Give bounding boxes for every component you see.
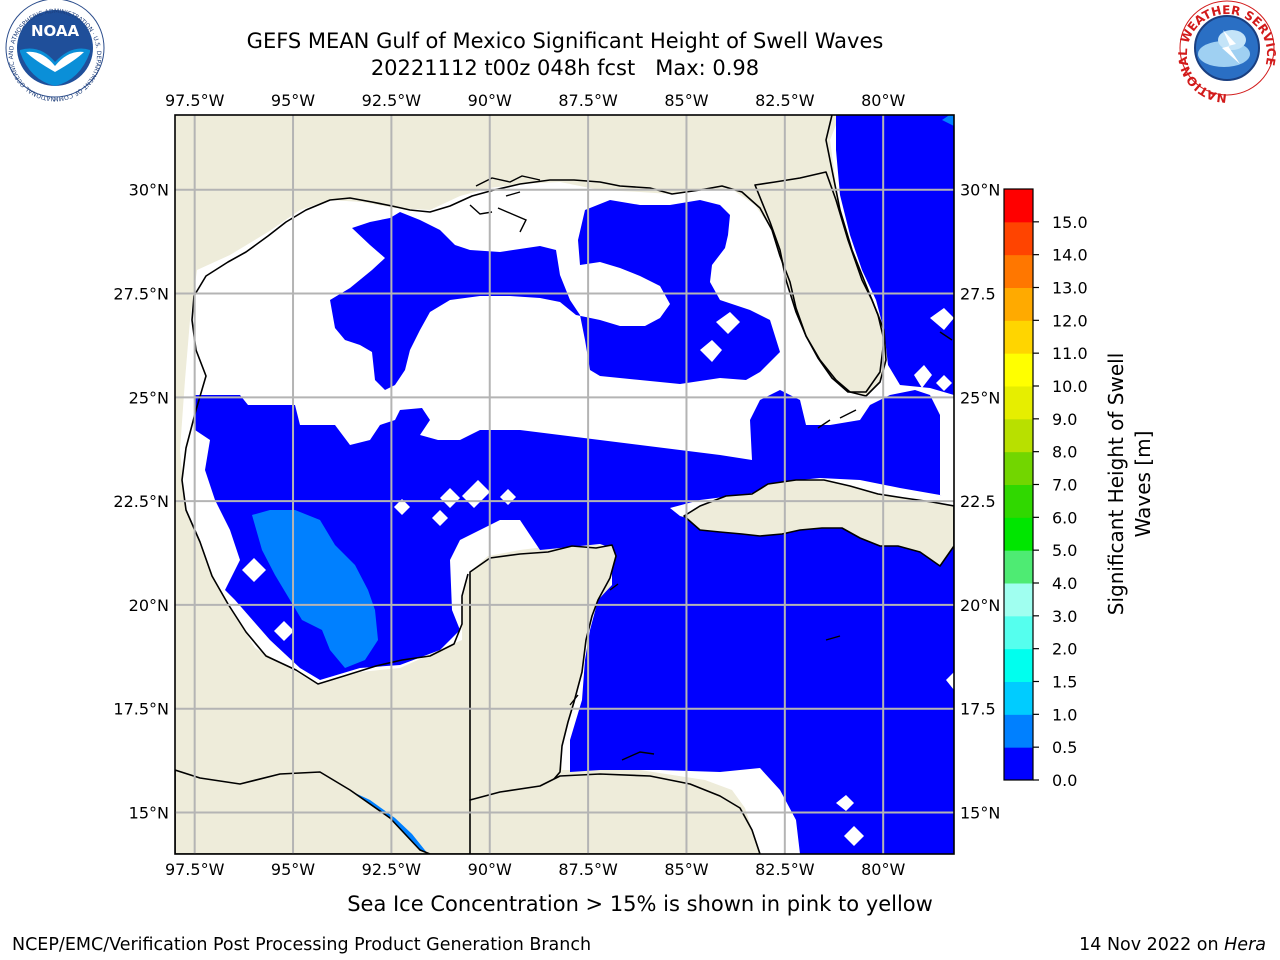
- longitude-tick-label: 97.5°W: [165, 91, 225, 110]
- latitude-tick-label: 25°N: [129, 388, 169, 407]
- longitude-tick-label: 87.5°W: [558, 860, 618, 879]
- latitude-tick-label: 17.5°N: [113, 700, 169, 719]
- colorbar-band: [1004, 254, 1033, 288]
- longitude-tick-label: 80°W: [861, 860, 905, 879]
- colorbar-tick-label: 5.0: [1052, 541, 1077, 560]
- longitude-tick-label: 82.5°W: [755, 860, 815, 879]
- latitude-tick-label: 20°N: [129, 596, 169, 615]
- chart-title: GEFS MEAN Gulf of Mexico Significant Hei…: [247, 29, 884, 53]
- colorbar-tick-label: 1.5: [1052, 673, 1077, 692]
- longitude-tick-label: 82.5°W: [755, 91, 815, 110]
- colorbar-label-line2: Waves [m]: [1131, 431, 1155, 538]
- colorbar-band: [1004, 386, 1033, 420]
- colorbar-band: [1004, 648, 1033, 682]
- longitude-tick-label: 85°W: [664, 860, 708, 879]
- colorbar-tick-label: 10.0: [1052, 377, 1088, 396]
- svg-text:NOAA: NOAA: [31, 22, 80, 40]
- longitude-tick-label: 97.5°W: [165, 860, 225, 879]
- colorbar-label-line1: Significant Height of Swell: [1104, 353, 1128, 615]
- latitude-tick-label: 25°N: [960, 388, 1000, 407]
- latitude-tick-label: 15°N: [129, 803, 169, 822]
- map-gridlines: [175, 115, 954, 854]
- latitude-tick-label: 20°N: [960, 596, 1000, 615]
- colorbar-band: [1004, 189, 1033, 223]
- colorbar-tick-label: 7.0: [1052, 476, 1077, 495]
- longitude-labels-top: 97.5°W 95°W 92.5°W 90°W 87.5°W 85°W 82.5°W 80°W: [165, 91, 906, 110]
- footer-credit: NCEP/EMC/Verification Post Processing Pr…: [12, 935, 591, 955]
- sea-ice-note: Sea Ice Concentration > 15% is shown in …: [347, 892, 933, 916]
- longitude-tick-label: 87.5°W: [558, 91, 618, 110]
- colorbar-tick-label: 0.5: [1052, 738, 1077, 757]
- colorbar-tick-label: 15.0: [1052, 213, 1088, 232]
- colorbar-tick-label: 13.0: [1052, 279, 1088, 298]
- colorbar-band: [1004, 681, 1033, 715]
- latitude-tick-label: 22.5°N: [113, 492, 169, 511]
- latitude-tick-label: 22.5: [960, 492, 996, 511]
- noaa-logo: NOAA NATIONAL OCEANIC AND ATMOSPHERIC AD…: [0, 0, 105, 102]
- colorbar-tick-label: 11.0: [1052, 344, 1088, 363]
- latitude-tick-label: 15°N: [960, 803, 1000, 822]
- longitude-tick-label: 85°W: [664, 91, 708, 110]
- coastline-detail-mississippi: [469, 175, 541, 233]
- map-border: [174, 114, 955, 855]
- longitude-tick-label: 95°W: [271, 91, 315, 110]
- coastline: [181, 115, 885, 685]
- map-panel: [174, 114, 955, 855]
- longitude-tick-label: 80°W: [861, 91, 905, 110]
- colorbar-tick-label: 1.0: [1052, 705, 1077, 724]
- colorbar-band: [1004, 221, 1033, 256]
- nws-logo: NATIONAL WEATHER SERVICE: [1176, 0, 1278, 105]
- colorbar-band: [1004, 583, 1033, 617]
- colorbar-tick-label: 0.0: [1052, 771, 1077, 790]
- longitude-tick-label: 95°W: [271, 860, 315, 879]
- colorbar-band: [1004, 451, 1033, 485]
- latitude-tick-label: 30°N: [129, 181, 169, 200]
- colorbar-band: [1004, 517, 1033, 551]
- longitude-tick-label: 92.5°W: [362, 91, 422, 110]
- latitude-labels-left: 30°N 27.5°N 25°N 22.5°N 20°N 17.5°N 15°N: [113, 181, 169, 823]
- colorbar-band: [1004, 550, 1033, 584]
- longitude-tick-label: 92.5°W: [362, 860, 422, 879]
- chart-subtitle: 20221112 t00z 048h fcst Max: 0.98: [371, 56, 759, 80]
- colorbar-tick-label: 4.0: [1052, 574, 1077, 593]
- swell-edge-marker: [942, 115, 954, 126]
- colorbar-tick-label: 3.0: [1052, 607, 1077, 626]
- longitude-labels-bottom: 97.5°W 95°W 92.5°W 90°W 87.5°W 85°W 82.5°W 80°W: [165, 860, 906, 879]
- colorbar-band: [1004, 714, 1033, 748]
- longitude-tick-label: 90°W: [468, 91, 512, 110]
- colorbar-band: [1004, 747, 1033, 781]
- florida-peninsula: [754, 171, 887, 397]
- colorbar-tick-label: 9.0: [1052, 410, 1077, 429]
- colorbar-tick-label: 8.0: [1052, 443, 1077, 462]
- latitude-tick-label: 30°N: [960, 181, 1000, 200]
- colorbar-band: [1004, 320, 1033, 354]
- colorbar: 0.0 0.5 1.0 1.5 2.0 3.0 4.0 5.0 6.0 7.0 8.0 9.0 10.0…: [1003, 188, 1155, 790]
- footer-date: 14 Nov 2022 on Hera: [1079, 935, 1266, 955]
- colorbar-band: [1004, 287, 1033, 321]
- latitude-tick-label: 27.5: [960, 285, 996, 304]
- longitude-tick-label: 90°W: [468, 860, 512, 879]
- latitude-tick-label: 17.5: [960, 700, 996, 719]
- colorbar-band: [1004, 353, 1033, 387]
- coastline-detail-cuba-islands: [569, 331, 953, 761]
- colorbar-tick-label: 6.0: [1052, 508, 1077, 527]
- latitude-labels-right: 30°N 27.5 25°N 22.5 20°N 17.5 15°N: [960, 181, 1000, 823]
- colorbar-band: [1004, 615, 1033, 650]
- colorbar-tick-label: 12.0: [1052, 311, 1088, 330]
- colorbar-tick-label: 2.0: [1052, 640, 1077, 659]
- colorbar-tick-label: 14.0: [1052, 246, 1088, 265]
- latitude-tick-label: 27.5°N: [113, 285, 169, 304]
- colorbar-band: [1004, 418, 1033, 453]
- colorbar-band: [1004, 484, 1033, 518]
